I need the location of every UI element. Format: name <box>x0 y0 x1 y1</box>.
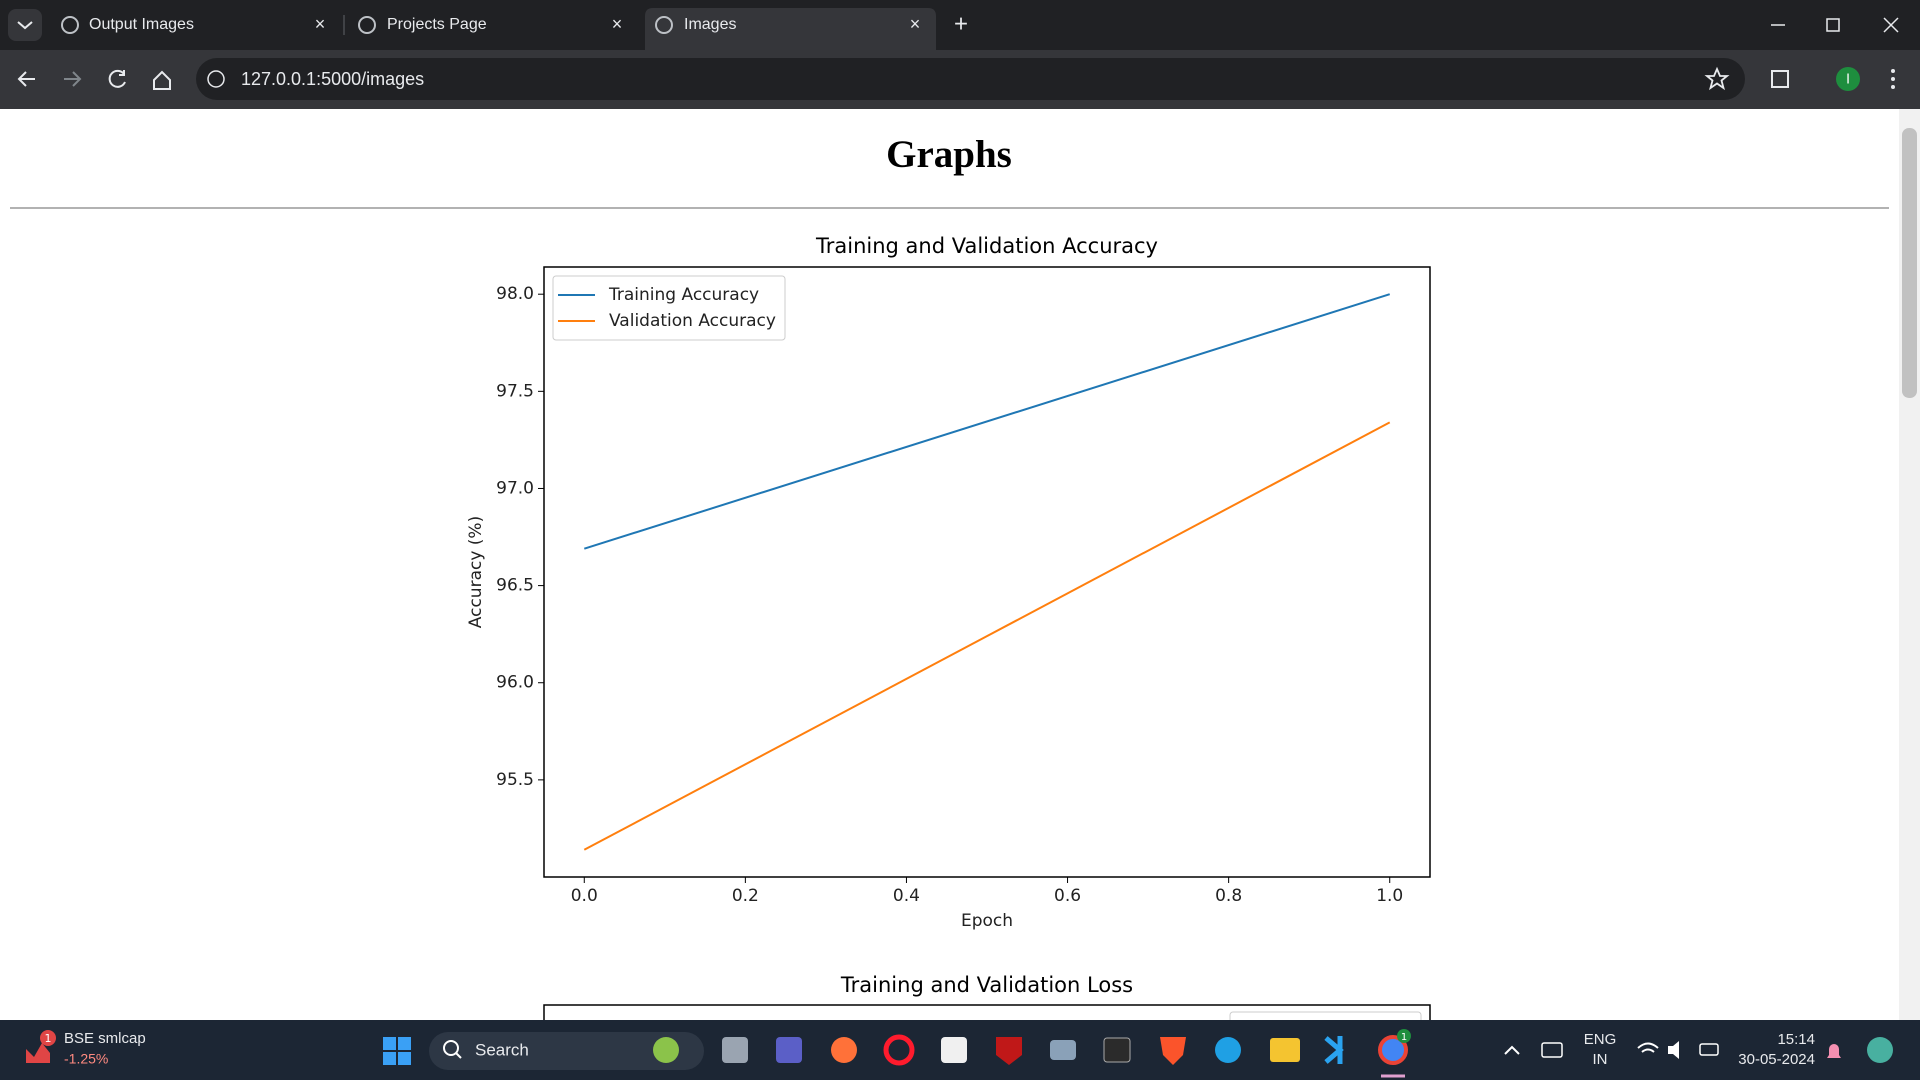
app-icon[interactable] <box>996 1037 1022 1065</box>
active-tab[interactable] <box>645 8 936 50</box>
scrollbar-thumb[interactable] <box>1902 128 1917 398</box>
series-line <box>583 421 1391 851</box>
app-icon[interactable] <box>1270 1038 1300 1062</box>
app-icon[interactable] <box>831 1037 857 1063</box>
profile-initial: I <box>1846 73 1850 88</box>
chevron-icon <box>17 21 33 30</box>
x-tick-label: 0.8 <box>1215 886 1242 906</box>
keyboard-icon[interactable] <box>1541 1042 1563 1058</box>
app-icon[interactable] <box>1160 1037 1186 1065</box>
widget-title[interactable]: BSE smlcap <box>64 1030 146 1047</box>
chart-title: Training and Validation Loss <box>840 973 1133 997</box>
chart: Training and Validation Accuracy Epoch Acc… <box>466 234 1431 931</box>
tab-strip <box>0 0 1920 50</box>
start-button[interactable] <box>383 1037 411 1065</box>
search-icon-handle <box>455 1052 462 1059</box>
y-tick-label: 96.5 <box>496 576 534 596</box>
tab-search-button[interactable] <box>8 9 42 41</box>
language[interactable]: ENG <box>1584 1031 1617 1048</box>
forward-button[interactable] <box>64 71 82 87</box>
wifi-icon[interactable] <box>1637 1042 1659 1053</box>
y-tick-label: 97.0 <box>496 478 534 498</box>
x-tick-label: 0.0 <box>571 886 598 906</box>
tab-title[interactable]: Projects Page <box>387 16 487 33</box>
widget-badge-count: 1 <box>45 1032 52 1045</box>
x-tick-label: 1.0 <box>1376 886 1403 906</box>
region[interactable]: IN <box>1593 1051 1608 1068</box>
widget-badge <box>40 1030 56 1046</box>
app-icon[interactable] <box>1215 1037 1241 1063</box>
tab-title[interactable]: Images <box>684 16 736 33</box>
tab-close[interactable]: × <box>910 14 921 34</box>
widget-change[interactable]: -1.25% <box>64 1051 108 1067</box>
clock-date[interactable]: 30-05-2024 <box>1738 1051 1815 1068</box>
app-icon[interactable] <box>883 1034 915 1066</box>
notification-bell[interactable] <box>1827 1044 1841 1058</box>
chrome-badge <box>1397 1029 1411 1043</box>
app-icon[interactable] <box>722 1037 748 1063</box>
search-icon <box>443 1040 459 1056</box>
app-icon[interactable] <box>1050 1040 1076 1060</box>
search-label[interactable]: Search <box>475 1040 529 1059</box>
legend-label: Training Accuracy <box>608 285 759 305</box>
url[interactable]: 127.0.0.1:5000/images <box>241 69 424 89</box>
taskbar-apps <box>722 1034 1408 1078</box>
y-tick-label: 95.5 <box>496 770 534 790</box>
reload-button[interactable] <box>108 69 126 88</box>
tab-icon <box>358 16 376 34</box>
x-axis-label: Epoch <box>961 911 1013 931</box>
app-icon[interactable] <box>776 1037 802 1063</box>
y-axis-label: Accuracy (%) <box>466 516 486 628</box>
back-button[interactable] <box>17 71 35 87</box>
bookmark-star[interactable] <box>1704 66 1730 91</box>
tray-chevron[interactable] <box>1504 1045 1520 1055</box>
series-line <box>583 293 1391 550</box>
tab-icon <box>61 16 79 34</box>
y-tick-label: 98.0 <box>496 284 534 304</box>
x-tick-label: 0.2 <box>732 886 759 906</box>
site-info[interactable] <box>207 70 225 88</box>
tab-close[interactable]: × <box>612 14 623 34</box>
app-icon[interactable] <box>941 1037 967 1063</box>
clock-time[interactable]: 15:14 <box>1777 1031 1815 1048</box>
legend-label: Validation Accuracy <box>609 311 776 331</box>
new-tab[interactable]: + <box>954 10 968 37</box>
y-tick-label: 96.0 <box>496 673 534 693</box>
search-box[interactable] <box>429 1032 704 1070</box>
y-tick-label: 97.5 <box>496 381 534 401</box>
address-bar[interactable] <box>196 58 1745 100</box>
chrome-badge-count: 1 <box>1401 1032 1407 1043</box>
tab-close[interactable]: × <box>315 14 326 34</box>
tab-title[interactable]: Output Images <box>89 16 194 33</box>
legend-box <box>552 275 786 341</box>
restore[interactable] <box>1826 18 1840 32</box>
close-window[interactable] <box>1883 17 1899 33</box>
menu-button[interactable] <box>1891 69 1895 89</box>
app-icon[interactable] <box>1103 1037 1131 1063</box>
volume-icon[interactable] <box>1668 1041 1679 1059</box>
search-highlight <box>653 1037 679 1063</box>
app-icon[interactable] <box>1324 1036 1344 1064</box>
chart-title: Training and Validation Accuracy <box>815 234 1158 258</box>
widget-icon[interactable] <box>26 1043 50 1063</box>
home-button[interactable] <box>153 70 171 90</box>
x-tick-label: 0.6 <box>1054 886 1081 906</box>
app-icon[interactable] <box>1378 1035 1408 1065</box>
plot-frame <box>543 266 1431 878</box>
copilot-icon[interactable] <box>1867 1037 1893 1063</box>
battery-icon[interactable] <box>1699 1043 1719 1056</box>
profile-avatar[interactable] <box>1836 67 1860 91</box>
extensions-button[interactable] <box>1771 70 1789 88</box>
page-heading: Graphs <box>886 133 1012 176</box>
x-tick-label: 0.4 <box>893 886 920 906</box>
tab-icon <box>655 16 673 34</box>
